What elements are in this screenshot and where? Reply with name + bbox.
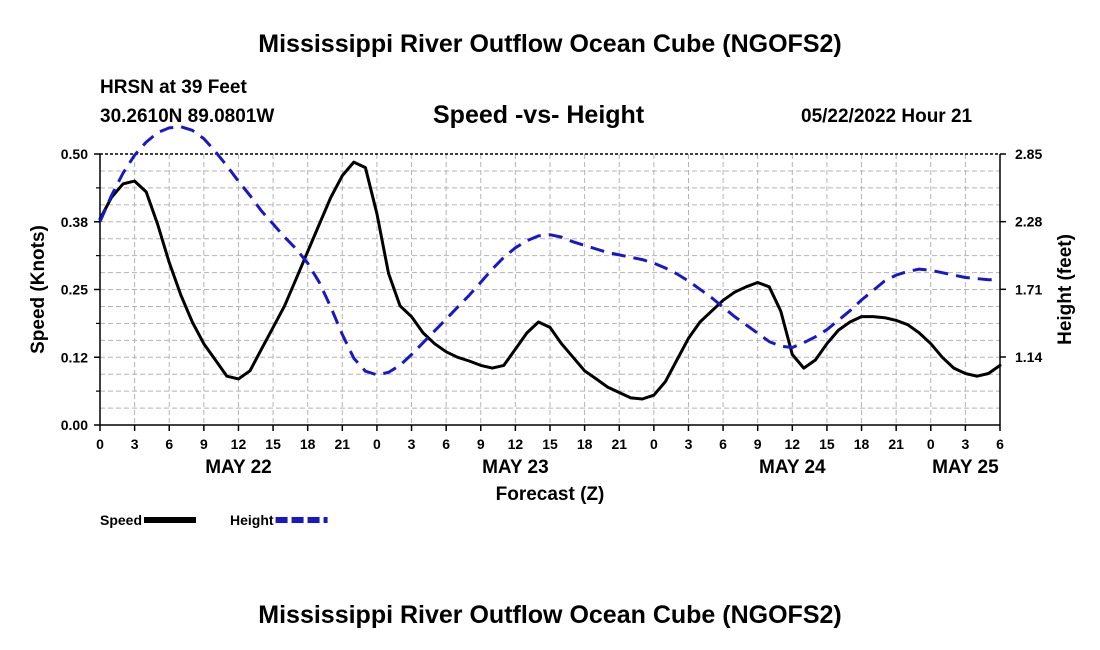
date-label: MAY 22	[205, 457, 272, 478]
x-tick-label: 6	[719, 436, 727, 452]
y-left-tick-label: 0.50	[61, 146, 88, 162]
x-tick-label: 18	[577, 436, 593, 452]
x-tick-label: 6	[165, 436, 173, 452]
y-left-tick-label: 0.12	[61, 349, 88, 365]
date-label: MAY 24	[759, 457, 826, 478]
date-label: MAY 23	[482, 457, 549, 478]
x-tick-label: 3	[131, 436, 139, 452]
chart-subtitle: Speed -vs- Height	[433, 101, 645, 129]
y-left-tick-label: 0.38	[61, 214, 88, 230]
height-series-line	[98, 125, 1000, 377]
x-tick-label: 21	[888, 436, 904, 452]
y-right-tick-label: 1.71	[1015, 281, 1042, 297]
x-tick-label: 9	[754, 436, 762, 452]
x-tick-label: 0	[650, 436, 658, 452]
x-tick-label: 21	[335, 436, 351, 452]
grid-lines	[100, 154, 1000, 425]
x-tick-label: 0	[927, 436, 935, 452]
speed-series-line	[98, 160, 1002, 401]
x-tick-label: 3	[685, 436, 693, 452]
x-tick-label: 6	[996, 436, 1004, 452]
y-right-tick-label: 2.28	[1015, 214, 1042, 230]
x-tick-label: 0	[373, 436, 381, 452]
x-tick-label: 12	[508, 436, 524, 452]
x-tick-label: 15	[265, 436, 281, 452]
station-coordinates: 30.2610N 89.0801W	[100, 106, 275, 127]
y-right-tick-label: 1.14	[1015, 349, 1042, 365]
x-tick-label: 3	[408, 436, 416, 452]
x-axis-title: Forecast (Z)	[496, 484, 605, 505]
chart-main-title-repeat: Mississippi River Outflow Ocean Cube (NG…	[258, 601, 842, 629]
x-tick-label: 9	[200, 436, 208, 452]
legend-label-height: Height	[230, 512, 274, 528]
x-tick-label: 12	[785, 436, 801, 452]
x-tick-label: 18	[854, 436, 870, 452]
axis-labels: MAY 22 MAY 23 MAY 24 MAY 25 Forecast (Z) Spee…	[28, 225, 1076, 505]
y-left-tick-label: 0.25	[61, 282, 88, 298]
legend-label-speed: Speed	[100, 512, 142, 528]
x-tick-label: 18	[300, 436, 316, 452]
x-tick-label: 15	[819, 436, 835, 452]
x-tick-label: 21	[611, 436, 627, 452]
x-tick-label: 12	[231, 436, 247, 452]
x-tick-label: 6	[442, 436, 450, 452]
axis-ticks: 0 3 6 9 12 15 18 21 0 3 6 9 12 15 18 21 0 3 6 9 12 15 18 21 0 3 6 0…	[61, 146, 1043, 452]
x-tick-label: 0	[96, 436, 104, 452]
x-tick-label: 15	[542, 436, 558, 452]
chart-main-title: Mississippi River Outflow Ocean Cube (NG…	[258, 30, 842, 58]
forecast-datetime: 05/22/2022 Hour 21	[801, 106, 973, 127]
x-tick-label: 3	[961, 436, 969, 452]
series-lines	[98, 125, 1002, 401]
x-tick-label: 9	[477, 436, 485, 452]
y-right-axis-title: Height (feet)	[1055, 234, 1076, 345]
y-left-axis-title: Speed (Knots)	[28, 225, 49, 354]
date-label: MAY 25	[932, 457, 999, 478]
y-left-tick-label: 0.00	[61, 417, 88, 433]
y-right-tick-label: 2.85	[1015, 146, 1042, 162]
station-name: HRSN at 39 Feet	[100, 77, 247, 98]
legend: Speed Height	[100, 512, 328, 528]
